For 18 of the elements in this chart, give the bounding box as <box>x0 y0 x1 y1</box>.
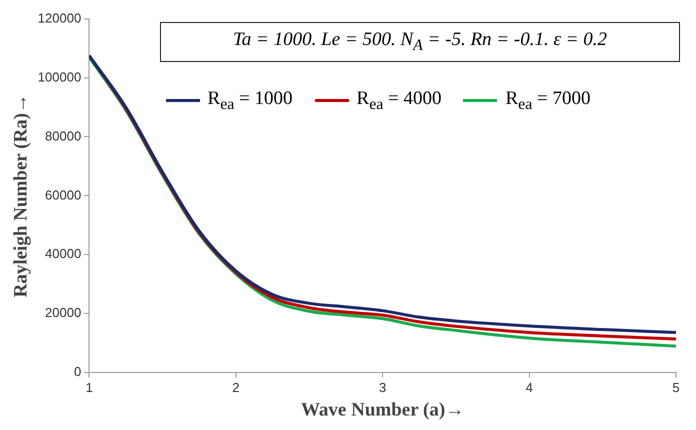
x-tick-label: 5 <box>672 380 680 395</box>
y-tick-label: 40000 <box>45 246 82 262</box>
y-axis-title: Rayleigh Number (Ra)→ <box>10 94 32 298</box>
x-tick-label: 2 <box>232 380 240 395</box>
y-tick-label: 120000 <box>38 10 82 26</box>
y-tick-label: 0 <box>74 364 82 380</box>
legend-label: R$_{ea}$ = 1000 <box>208 88 293 114</box>
y-tick-label: 60000 <box>45 187 82 202</box>
title-frame: Ta = 1000. Le = 500. N$_{A}$ = -5. Rn = -0.1. ε = 0.2 <box>160 22 680 62</box>
legend-label: R$_{ea}$ = 4000 <box>356 88 442 114</box>
x-tick-label: 4 <box>526 380 533 395</box>
y-tick-label: 20000 <box>45 305 82 320</box>
y-tick-label: 80000 <box>45 128 82 144</box>
y-tick-label: 100000 <box>38 69 82 84</box>
x-tick-label: 3 <box>378 380 386 395</box>
x-axis-title: Wave Number (a)→ <box>300 400 464 421</box>
legend-label: R$_{ea}$ = 7000 <box>505 88 590 114</box>
x-tick-label: 1 <box>86 380 93 395</box>
